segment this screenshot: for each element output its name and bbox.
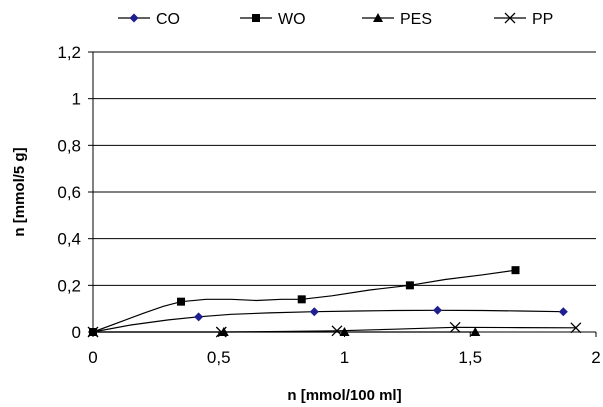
- x-tick-label: 0: [88, 348, 97, 367]
- data-point-co: [433, 305, 443, 315]
- legend-marker-co: [129, 13, 139, 23]
- series-line-wo: [92, 269, 516, 333]
- data-point-pp: [87, 326, 99, 338]
- y-axis-title: n [mmol/5 g]: [11, 147, 28, 236]
- legend-label-wo: WO: [278, 11, 306, 28]
- legend-item-wo: WO: [240, 11, 306, 28]
- series-line-co: [92, 309, 564, 333]
- series-markers: [87, 266, 582, 338]
- y-tick-label: 1,2: [57, 43, 81, 62]
- y-tick-label: 0,8: [57, 136, 81, 155]
- data-point-pes: [218, 327, 229, 336]
- data-point-pes: [339, 327, 350, 336]
- gridlines: [93, 51, 596, 286]
- data-point-pp: [331, 325, 343, 337]
- y-tick-label: 0,2: [57, 276, 81, 295]
- data-point-pp: [215, 326, 227, 338]
- legend-marker-wo: [252, 14, 260, 22]
- data-point-co: [309, 307, 319, 317]
- x-tick-label: 2: [591, 348, 600, 367]
- x-axis-title: n [mmol/100 ml]: [287, 387, 401, 404]
- legend-marker-pp: [504, 12, 516, 24]
- data-point-pes: [470, 327, 481, 336]
- legend-label-pp: PP: [532, 11, 553, 28]
- data-point-wo: [511, 266, 520, 275]
- legend-label-co: CO: [156, 11, 180, 28]
- y-tick-label: 0,4: [57, 230, 81, 249]
- data-point-wo: [405, 281, 414, 290]
- x-tick-label: 1: [340, 348, 349, 367]
- x-tick-label: 0,5: [207, 348, 231, 367]
- legend-label-pes: PES: [400, 11, 432, 28]
- y-tick-label: 0,6: [57, 183, 81, 202]
- data-point-co: [558, 307, 568, 317]
- y-tick-label: 1: [72, 90, 81, 109]
- data-point-pp: [570, 322, 582, 334]
- legend-item-pp: PP: [494, 11, 553, 28]
- y-tick-label: 0: [72, 323, 81, 342]
- data-point-pp: [449, 321, 461, 333]
- series-line-pp: [93, 326, 576, 333]
- series-lines: [92, 269, 576, 333]
- legend-item-co: CO: [118, 11, 180, 28]
- x-tick-label: 1,5: [458, 348, 482, 367]
- data-point-wo: [297, 295, 306, 304]
- data-point-co: [194, 312, 204, 322]
- legend-marker-pes: [373, 13, 383, 22]
- legend: CO WO PES PP: [118, 11, 553, 28]
- data-point-wo: [177, 297, 186, 306]
- legend-item-pes: PES: [362, 11, 432, 28]
- tick-labels: 0 0,2 0,4 0,6 0,8 1 1,2 0 0,5 1 1,5 2: [57, 43, 600, 367]
